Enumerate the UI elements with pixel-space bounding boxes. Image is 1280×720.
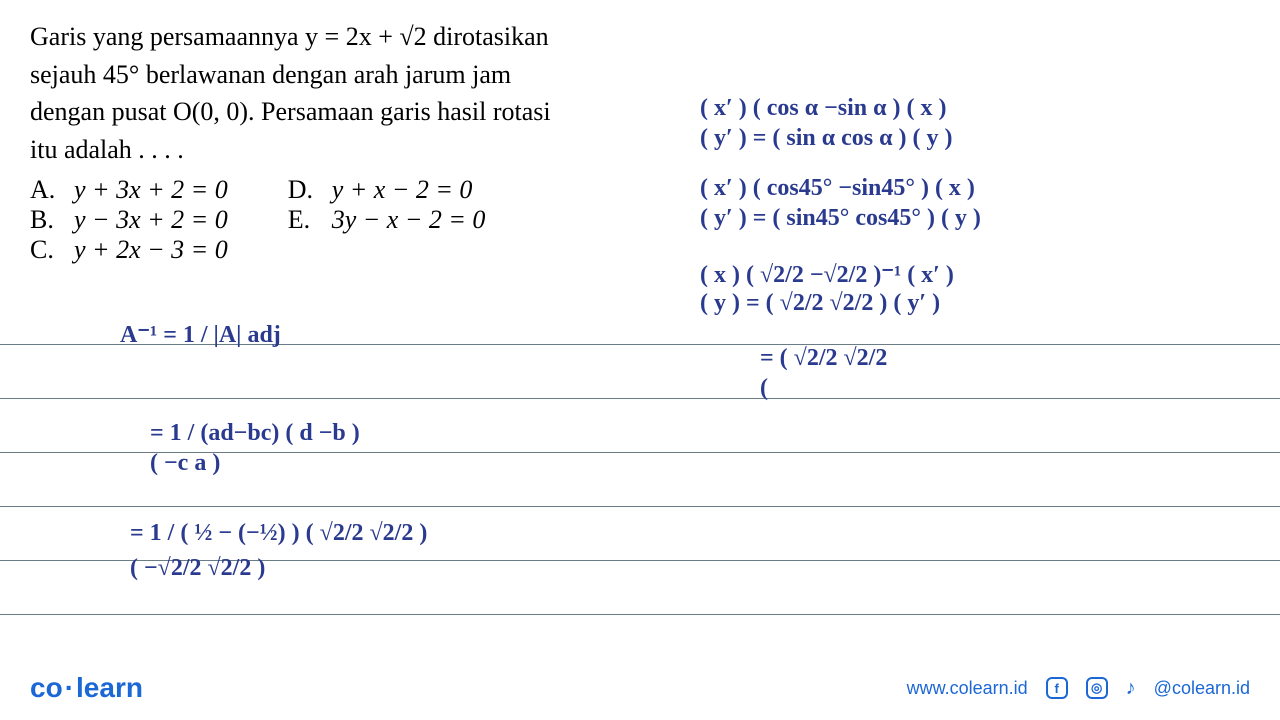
brand-logo: co·learn: [30, 672, 143, 704]
work-right-1b: ( y′ ) = ( sin α cos α ) ( y ): [700, 125, 953, 152]
footer: co·learn www.colearn.id f ◎ ♪ @colearn.i…: [30, 672, 1250, 704]
footer-handle: @colearn.id: [1154, 678, 1250, 699]
work-right-1a: ( x′ ) ( cos α −sin α ) ( x ): [700, 95, 947, 122]
option-c: C. y + 2x − 3 = 0: [30, 235, 228, 265]
work-left-2: = 1 / (ad−bc) ( d −b ): [150, 420, 360, 447]
option-e: E. 3y − x − 2 = 0: [288, 205, 486, 235]
work-right-4a: = ( √2/2 √2/2: [760, 345, 887, 372]
work-right-2a: ( x′ ) ( cos45° −sin45° ) ( x ): [700, 175, 975, 202]
work-left-1: A⁻¹ = 1 / |A| adj: [120, 320, 281, 349]
problem-line-2: sejauh 45° berlawanan dengan arah jarum …: [30, 56, 670, 94]
work-left-3: ( −c a ): [150, 450, 220, 477]
problem-line-4: itu adalah . . . .: [30, 131, 670, 169]
problem-line-1: Garis yang persamaannya y = 2x + √2 diro…: [30, 18, 670, 56]
tiktok-icon: ♪: [1126, 677, 1136, 700]
facebook-icon: f: [1046, 677, 1068, 699]
ruled-line: [0, 398, 1280, 399]
problem-text: Garis yang persamaannya y = 2x + √2 diro…: [30, 18, 670, 169]
option-a: A. y + 3x + 2 = 0: [30, 175, 228, 205]
option-d: D. y + x − 2 = 0: [288, 175, 473, 205]
work-right-3b: ( y ) = ( √2/2 √2/2 ) ( y′ ): [700, 290, 940, 317]
instagram-icon: ◎: [1086, 677, 1108, 699]
option-b: B. y − 3x + 2 = 0: [30, 205, 228, 235]
ruled-line: [0, 614, 1280, 615]
footer-url: www.colearn.id: [907, 678, 1028, 699]
work-left-4: = 1 / ( ½ − (−½) ) ( √2/2 √2/2 ): [130, 520, 427, 547]
work-right-3a: ( x ) ( √2/2 −√2/2 )⁻¹ ( x′ ): [700, 260, 954, 289]
ruled-line: [0, 506, 1280, 507]
work-right-2b: ( y′ ) = ( sin45° cos45° ) ( y ): [700, 205, 981, 232]
problem-line-3: dengan pusat O(0, 0). Persamaan garis ha…: [30, 93, 670, 131]
answer-options: A. y + 3x + 2 = 0 D. y + x − 2 = 0 B. y …: [30, 175, 1250, 265]
work-left-5: ( −√2/2 √2/2 ): [130, 555, 265, 582]
work-right-4b: (: [760, 375, 768, 402]
